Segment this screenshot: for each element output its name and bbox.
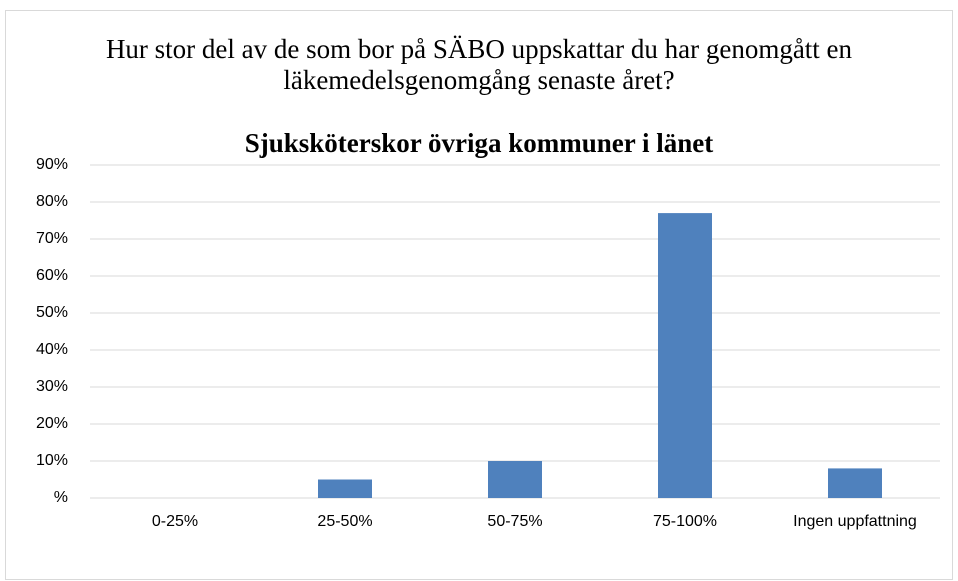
y-tick-label: 10% [36,452,68,469]
chart-frame [5,10,953,580]
chart-subtitle: Sjuksköterskor övriga kommuner i länet [244,128,714,158]
y-tick-label: % [54,489,68,506]
y-tick-label: 80% [36,193,68,210]
x-tick-label: Ingen uppfattning [793,513,917,530]
bar [488,461,542,498]
chart-title: Hur stor del av de som bor på SÄBO uppsk… [105,34,853,95]
y-tick-label: 30% [36,378,68,395]
x-tick-label: 0-25% [151,513,199,530]
y-tick-label: 40% [36,341,68,358]
x-tick-label: 25-50% [317,513,373,530]
x-tick-label: 75-100% [652,513,718,530]
y-tick-label: 60% [36,267,68,284]
y-tick-label: 70% [36,230,68,247]
x-tick-label: 50-75% [487,513,543,530]
bar [658,213,712,498]
bar [828,468,882,498]
y-tick-label: 50% [36,304,68,321]
y-tick-label: 90% [36,156,68,173]
y-tick-label: 20% [36,415,68,432]
bar [318,479,372,498]
